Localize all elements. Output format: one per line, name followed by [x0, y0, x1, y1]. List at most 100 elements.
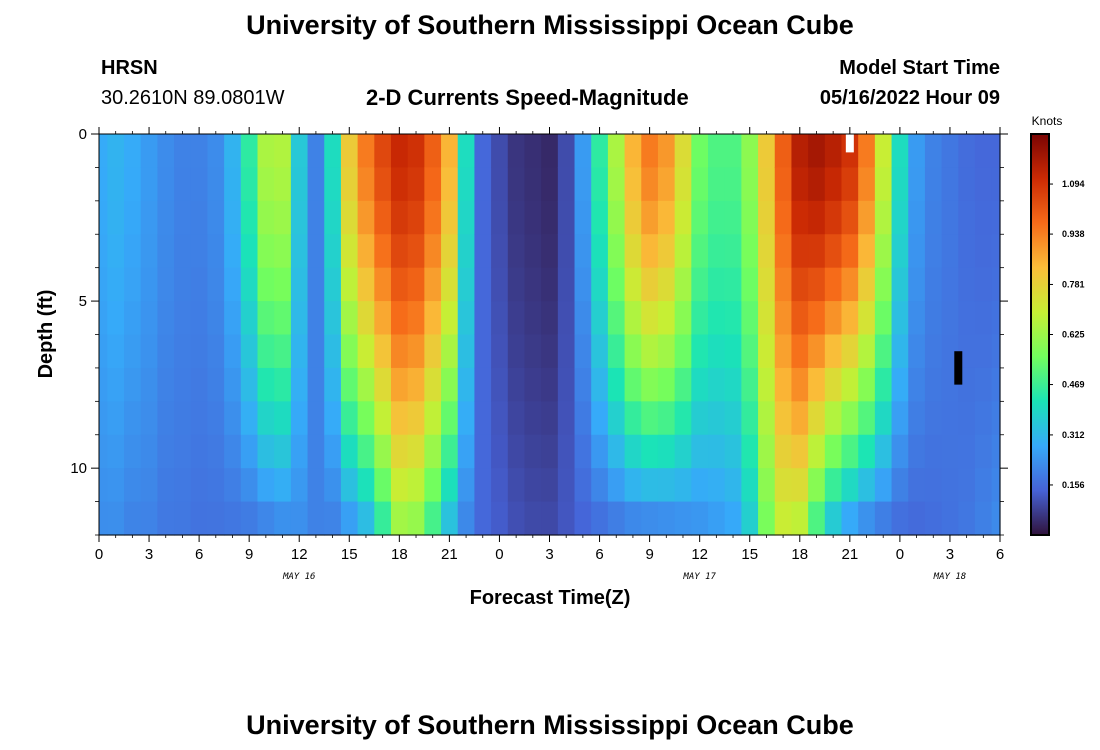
heatmap-cell [140, 501, 158, 536]
heatmap-cell [190, 134, 209, 169]
heatmap-cell [107, 167, 125, 202]
heatmap-cell [407, 501, 425, 536]
x-tick-label: 6 [595, 546, 603, 563]
heatmap-cell [574, 234, 592, 269]
heatmap-cell [557, 200, 576, 235]
heatmap-cell [691, 334, 709, 369]
heatmap-cell [424, 134, 442, 169]
heatmap-cell [958, 134, 976, 169]
heatmap-cell [708, 434, 726, 469]
heatmap-cell [924, 134, 943, 169]
heatmap-cell [991, 334, 1001, 369]
x-tick-label: 21 [841, 546, 858, 563]
heatmap-cell [257, 200, 275, 235]
heatmap-cell [507, 434, 526, 469]
heatmap-cell [691, 468, 709, 503]
heatmap-cell [357, 401, 375, 436]
heatmap-cell [724, 367, 742, 402]
heatmap-cell [307, 200, 325, 235]
colorbar-tick-label: 1.094 [1062, 179, 1085, 189]
chart-subtitle: 2-D Currents Speed-Magnitude [366, 85, 689, 110]
heatmap-cell [924, 267, 943, 302]
heatmap-cell [390, 167, 409, 202]
heatmap-cell [674, 301, 692, 336]
heatmap-cell [708, 134, 726, 169]
heatmap-cell [224, 501, 242, 536]
heatmap-cell [274, 367, 292, 402]
heatmap-cell [257, 434, 275, 469]
heatmap-cell [99, 334, 108, 369]
heatmap-cell [591, 267, 609, 302]
heatmap-cell [274, 468, 292, 503]
heatmap-cell [691, 434, 709, 469]
heatmap-cell [774, 367, 793, 402]
heatmap-cell [99, 301, 108, 336]
heatmap-cell [657, 234, 676, 269]
heatmap-cell [307, 234, 325, 269]
heatmap-cell [240, 334, 259, 369]
heatmap-cell [841, 200, 859, 235]
heatmap-cell [691, 301, 709, 336]
heatmap-cell [557, 434, 576, 469]
heatmap-cell [624, 401, 642, 436]
heatmap-cell [190, 434, 209, 469]
heatmap-cell [841, 434, 859, 469]
heatmap-cell [591, 401, 609, 436]
heatmap-cell [591, 134, 609, 169]
heatmap-cell [808, 468, 826, 503]
heatmap-cell [290, 200, 309, 235]
day-label: MAY 16 [282, 572, 316, 582]
heatmap-cell [274, 200, 292, 235]
heatmap-cell [574, 434, 592, 469]
heatmap-cell [257, 167, 275, 202]
heatmap-cell [390, 401, 409, 436]
y-tick-label: 0 [79, 126, 87, 143]
heatmap-cell [307, 167, 325, 202]
heatmap-cell [524, 501, 542, 536]
heatmap-cell [741, 468, 759, 503]
heatmap-cell [407, 234, 425, 269]
x-tick-label: 12 [291, 546, 308, 563]
heatmap-cell [741, 234, 759, 269]
heatmap-cell [557, 267, 576, 302]
heatmap-cell [941, 468, 959, 503]
heatmap-cell [174, 434, 192, 469]
heatmap-cell [474, 200, 492, 235]
heatmap-cell [891, 401, 909, 436]
heatmap-cell [290, 468, 309, 503]
heatmap-cell [591, 167, 609, 202]
x-tick-label: 3 [946, 546, 954, 563]
heatmap-cell [908, 301, 926, 336]
heatmap-cell [207, 267, 225, 302]
heatmap-cell [507, 301, 526, 336]
heatmap-cell [457, 167, 476, 202]
x-tick-label: 18 [791, 546, 808, 563]
x-tick-label: 6 [195, 546, 203, 563]
heatmap-cell [624, 334, 642, 369]
heatmap-cell [207, 167, 225, 202]
heatmap-cell [407, 334, 425, 369]
heatmap-cell [207, 401, 225, 436]
heatmap-cell [624, 200, 642, 235]
heatmap-cell [924, 501, 943, 536]
heatmap-cell [140, 134, 158, 169]
heatmap-cell [657, 468, 676, 503]
heatmap-cell [457, 367, 476, 402]
x-tick-label: 3 [145, 546, 153, 563]
heatmap-cell [941, 301, 959, 336]
heatmap-cell [357, 501, 375, 536]
heatmap-cell [124, 200, 142, 235]
heatmap-cell [591, 367, 609, 402]
heatmap-cell [374, 267, 392, 302]
day-label: MAY 17 [682, 572, 716, 582]
heatmap-cell [491, 334, 509, 369]
heatmap-cell [891, 234, 909, 269]
heatmap-cell [307, 367, 325, 402]
heatmap-cell [824, 501, 843, 536]
heatmap-cell [190, 334, 209, 369]
heatmap-cell [457, 468, 476, 503]
heatmap-cell [741, 167, 759, 202]
heatmap-cell [574, 334, 592, 369]
heatmap-cell [407, 301, 425, 336]
heatmap-cell [958, 234, 976, 269]
